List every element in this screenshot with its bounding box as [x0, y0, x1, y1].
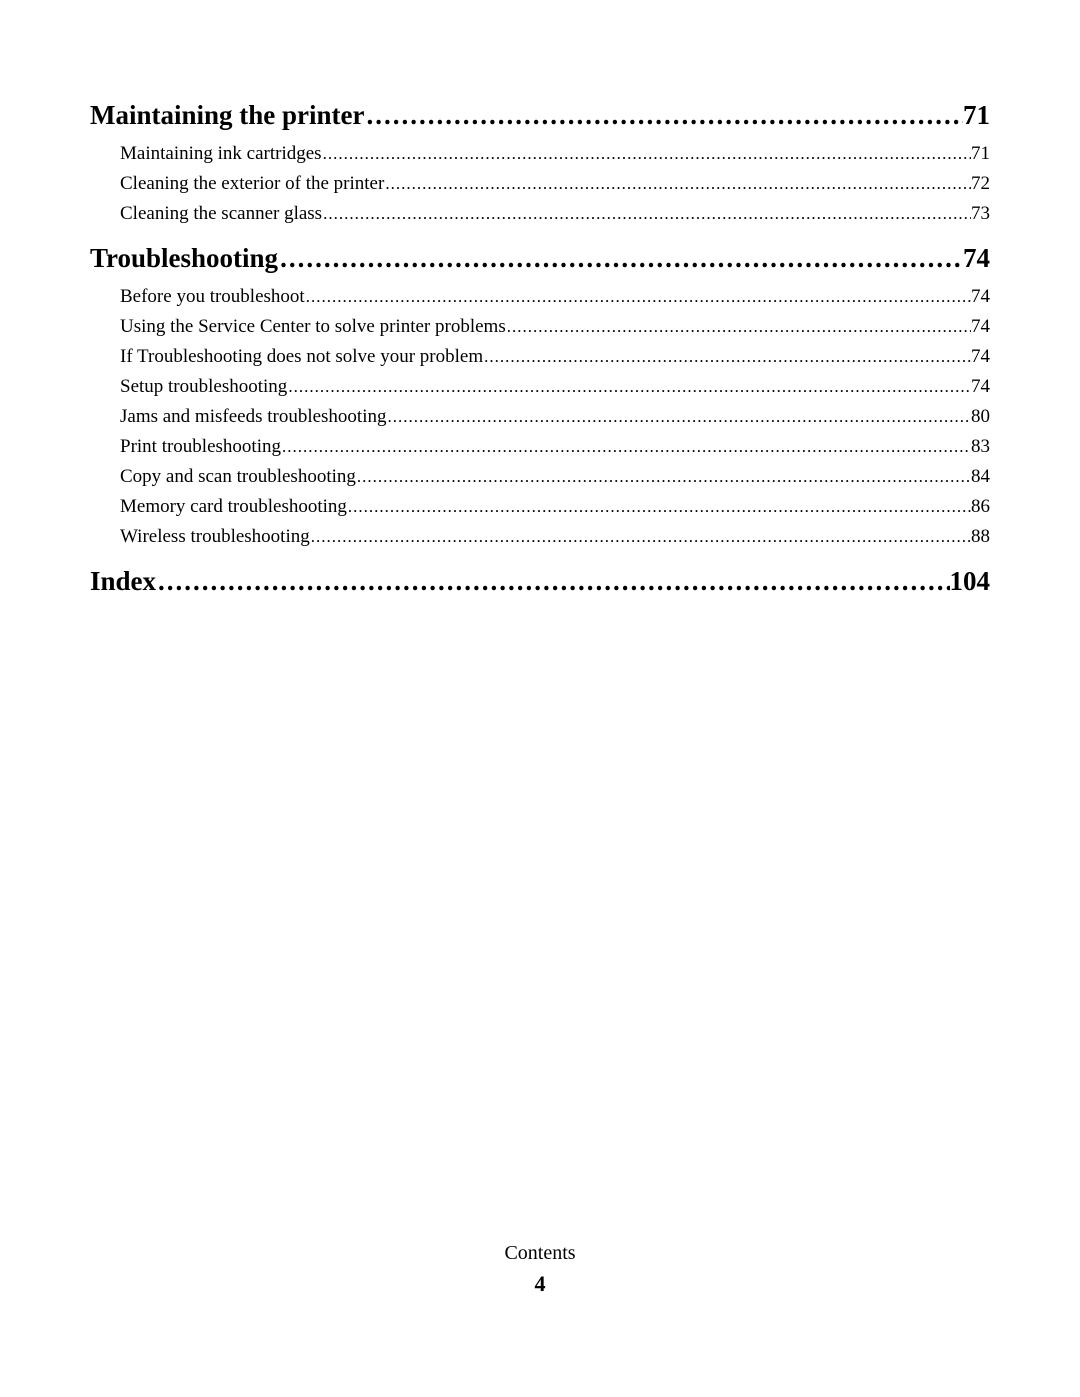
toc-item-title: Using the Service Center to solve printe… [120, 316, 506, 338]
toc-heading-dots: ........................................… [156, 566, 949, 597]
toc-item-dots: ........................................… [356, 467, 971, 487]
toc-item-page: 74 [971, 316, 990, 338]
toc-item-dots: ........................................… [310, 527, 971, 547]
toc-item-page: 83 [971, 436, 990, 458]
page-footer: Contents 4 [0, 1242, 1080, 1297]
toc-item-title: Jams and misfeeds troubleshooting [120, 406, 387, 428]
toc-item-dots: ........................................… [483, 347, 971, 367]
toc-item-dots: ........................................… [305, 287, 971, 307]
toc-section-maintaining: Maintaining the printer ................… [90, 100, 990, 225]
toc-item-page: 74 [971, 376, 990, 398]
toc-item-title: Copy and scan troubleshooting [120, 466, 356, 488]
toc-item: If Troubleshooting does not solve your p… [90, 346, 990, 368]
toc-item-dots: ........................................… [281, 437, 971, 457]
toc-item: Cleaning the exterior of the printer ...… [90, 173, 990, 195]
toc-heading-title: Troubleshooting [90, 243, 278, 274]
toc-item-page: 84 [971, 466, 990, 488]
toc-item: Wireless troubleshooting ...............… [90, 526, 990, 548]
toc-item-title: Cleaning the exterior of the printer [120, 173, 384, 195]
toc-heading-dots: ........................................… [365, 100, 964, 131]
toc-item: Cleaning the scanner glass .............… [90, 203, 990, 225]
toc-heading-page: 74 [963, 243, 990, 274]
toc-item-page: 72 [971, 173, 990, 195]
toc-heading-page: 104 [950, 566, 991, 597]
toc-item-dots: ........................................… [322, 204, 971, 224]
toc-item-page: 71 [971, 143, 990, 165]
toc-content: Maintaining the printer ................… [0, 0, 1080, 597]
toc-section-troubleshooting: Troubleshooting ........................… [90, 243, 990, 548]
footer-page-number: 4 [0, 1271, 1080, 1297]
toc-item: Before you troubleshoot ................… [90, 286, 990, 308]
toc-item-title: Maintaining ink cartridges [120, 143, 322, 165]
toc-item-dots: ........................................… [287, 377, 971, 397]
toc-item-dots: ........................................… [384, 174, 971, 194]
toc-item: Memory card troubleshooting ............… [90, 496, 990, 518]
toc-item-page: 80 [971, 406, 990, 428]
toc-heading: Index ..................................… [90, 566, 990, 597]
toc-item-page: 73 [971, 203, 990, 225]
toc-item: Using the Service Center to solve printe… [90, 316, 990, 338]
toc-item-dots: ........................................… [347, 497, 971, 517]
toc-item-dots: ........................................… [322, 144, 971, 164]
toc-heading-dots: ........................................… [278, 243, 963, 274]
toc-item-title: Memory card troubleshooting [120, 496, 347, 518]
toc-item: Copy and scan troubleshooting ..........… [90, 466, 990, 488]
footer-label: Contents [0, 1242, 1080, 1265]
toc-item-page: 74 [971, 346, 990, 368]
toc-item: Setup troubleshooting ..................… [90, 376, 990, 398]
toc-section-index: Index ..................................… [90, 566, 990, 597]
toc-item-page: 74 [971, 286, 990, 308]
toc-item: Maintaining ink cartridges .............… [90, 143, 990, 165]
toc-heading-page: 71 [963, 100, 990, 131]
toc-item-title: Cleaning the scanner glass [120, 203, 322, 225]
toc-item: Jams and misfeeds troubleshooting ......… [90, 406, 990, 428]
toc-item-page: 86 [971, 496, 990, 518]
toc-heading-title: Maintaining the printer [90, 100, 365, 131]
toc-item-title: Setup troubleshooting [120, 376, 287, 398]
toc-item: Print troubleshooting ..................… [90, 436, 990, 458]
toc-item-page: 88 [971, 526, 990, 548]
toc-item-title: Print troubleshooting [120, 436, 281, 458]
toc-item-dots: ........................................… [506, 317, 971, 337]
toc-heading: Maintaining the printer ................… [90, 100, 990, 131]
toc-item-title: If Troubleshooting does not solve your p… [120, 346, 483, 368]
toc-heading: Troubleshooting ........................… [90, 243, 990, 274]
toc-item-title: Wireless troubleshooting [120, 526, 310, 548]
toc-item-title: Before you troubleshoot [120, 286, 305, 308]
toc-item-dots: ........................................… [387, 407, 972, 427]
toc-heading-title: Index [90, 566, 156, 597]
